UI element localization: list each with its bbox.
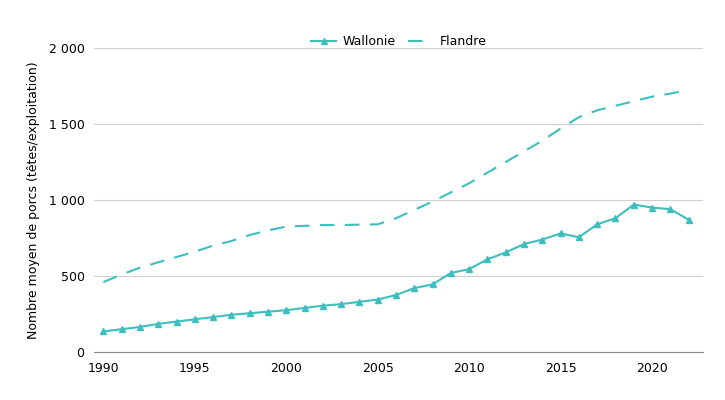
Wallonie [318, 303, 327, 308]
Line: Wallonie: Wallonie [100, 202, 692, 335]
Wallonie [300, 306, 309, 310]
Flandre [191, 249, 199, 254]
Wallonie [264, 309, 273, 314]
Flandre [136, 265, 144, 270]
Wallonie [227, 312, 236, 317]
Flandre [373, 222, 382, 227]
Wallonie [191, 317, 199, 322]
Wallonie [611, 216, 620, 221]
Wallonie [538, 237, 547, 242]
Flandre [538, 138, 547, 143]
Flandre [410, 208, 418, 212]
Wallonie [173, 319, 181, 324]
Wallonie [337, 302, 346, 306]
Flandre [465, 181, 473, 186]
Flandre [337, 223, 346, 228]
Wallonie [629, 202, 638, 207]
Flandre [117, 272, 126, 277]
Wallonie [447, 270, 455, 275]
Wallonie [410, 286, 418, 290]
Wallonie [99, 329, 108, 334]
Wallonie [520, 242, 529, 246]
Wallonie [593, 222, 602, 227]
Flandre [99, 280, 108, 284]
Flandre [684, 88, 693, 92]
Wallonie [355, 300, 364, 304]
Flandre [502, 160, 510, 164]
Flandre [611, 103, 620, 108]
Flandre [556, 126, 565, 131]
Flandre [282, 224, 291, 229]
Flandre [428, 199, 437, 204]
Wallonie [282, 308, 291, 313]
Line: Flandre: Flandre [104, 90, 689, 282]
Flandre [318, 223, 327, 228]
Wallonie [392, 293, 400, 298]
Flandre [647, 94, 656, 99]
Wallonie [647, 205, 656, 210]
Flandre [173, 255, 181, 260]
Wallonie [684, 217, 693, 222]
Wallonie [556, 231, 565, 236]
Wallonie [136, 324, 144, 329]
Wallonie [209, 315, 218, 320]
Flandre [245, 232, 254, 237]
Wallonie [465, 267, 473, 272]
Flandre [593, 108, 602, 113]
Flandre [264, 228, 273, 233]
Flandre [447, 190, 455, 195]
Flandre [355, 222, 364, 227]
Wallonie [574, 235, 583, 240]
Flandre [209, 243, 218, 248]
Y-axis label: Nombre moyen de porcs (têtes/exploitation): Nombre moyen de porcs (têtes/exploitatio… [28, 61, 41, 339]
Wallonie [117, 327, 126, 332]
Wallonie [483, 257, 492, 262]
Flandre [300, 224, 309, 228]
Flandre [520, 149, 529, 154]
Flandre [154, 260, 162, 265]
Flandre [483, 170, 492, 175]
Wallonie [666, 207, 675, 212]
Legend: Wallonie, Flandre: Wallonie, Flandre [306, 30, 492, 53]
Flandre [392, 216, 400, 221]
Wallonie [428, 282, 437, 287]
Wallonie [502, 250, 510, 255]
Flandre [574, 115, 583, 120]
Wallonie [154, 322, 162, 326]
Flandre [629, 99, 638, 104]
Wallonie [245, 311, 254, 316]
Wallonie [373, 297, 382, 302]
Flandre [227, 239, 236, 244]
Flandre [666, 91, 675, 96]
